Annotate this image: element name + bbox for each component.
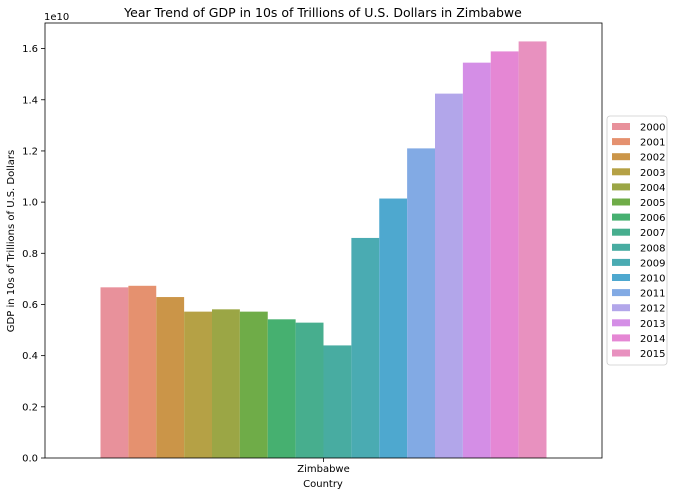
legend-swatch-2001 [612,138,630,146]
bar-2005 [239,311,268,458]
bar-2006 [267,319,296,458]
bar-2000 [100,287,129,458]
legend-label-2007: 2007 [640,228,665,239]
legend-swatch-2007 [612,228,630,236]
y-tick-label: 0.8 [22,249,38,260]
legend-label-2008: 2008 [640,243,665,254]
legend-swatch-2000 [612,123,630,130]
y-tick-label: 0.2 [22,402,38,413]
y-tick-label: 0.6 [22,300,38,311]
y-tick-label: 0.0 [22,454,38,465]
chart-title: Year Trend of GDP in 10s of Trillions of… [123,5,522,20]
legend-label-2003: 2003 [640,168,665,179]
y-tick-label: 1.0 [22,198,38,209]
legend-swatch-2013 [612,319,630,327]
y-tick-label: 0.4 [22,351,38,362]
legend-label-2010: 2010 [640,274,665,285]
x-tick-label: Zimbabwe [297,464,350,475]
legend-swatch-2002 [612,153,630,161]
legend-swatch-2008 [612,243,630,251]
legend-swatch-2004 [612,183,630,191]
legend-label-2000: 2000 [640,123,665,134]
bar-2012 [435,93,463,458]
bar-2001 [128,285,157,458]
plot-area-frame [44,22,603,459]
legend-swatch-2003 [612,168,630,176]
legend-label-2015: 2015 [640,349,665,360]
legend-label-2006: 2006 [640,213,665,224]
legend-swatch-2006 [612,213,630,221]
legend-swatch-2005 [612,198,630,206]
bar-2009 [351,237,380,458]
legend-label-2011: 2011 [640,289,665,300]
legend-swatch-2012 [612,304,630,312]
y-axis-label: GDP in 10s of Trillions of U.S. Dollars [6,150,17,332]
y-tick-label: 1.6 [22,44,38,55]
axis-multiplier: 1e10 [44,12,69,23]
legend-swatch-2009 [612,258,630,266]
legend-label-2004: 2004 [640,183,665,194]
y-axis-ticks: 0.0 0.2 0.4 0.6 0.8 1.0 1.2 1.4 1.6 [22,44,45,465]
bars [100,41,547,459]
legend-swatch-2015 [612,349,630,357]
bar-2014 [490,51,519,458]
bar-2002 [156,297,185,458]
x-axis-label: Country [303,479,343,490]
bar-2003 [184,311,212,458]
bar-2004 [212,309,240,458]
bar-2011 [407,148,435,458]
legend-label-2013: 2013 [640,319,665,330]
bar-2013 [462,62,491,458]
legend-label-2012: 2012 [640,304,665,315]
bar-2007 [295,322,324,458]
legend-swatch-2010 [612,274,630,281]
legend-swatch-2011 [612,289,630,297]
legend-label-2002: 2002 [640,153,665,164]
bar-2008 [323,345,352,458]
legend: 2000 2001 2002 2003 2004 2005 2006 2007 2008 2009… [606,115,668,366]
legend-label-2014: 2014 [640,334,665,345]
legend-swatch-2014 [612,334,630,342]
x-axis-ticks: Zimbabwe [297,458,350,475]
legend-label-2001: 2001 [640,138,665,149]
y-tick-label: 1.4 [22,95,38,106]
bar-2015 [518,41,547,459]
legend-label-2005: 2005 [640,198,665,209]
bar-2010 [379,198,408,459]
legend-frame [606,115,668,366]
y-tick-label: 1.2 [22,146,38,157]
legend-label-2009: 2009 [640,258,665,269]
